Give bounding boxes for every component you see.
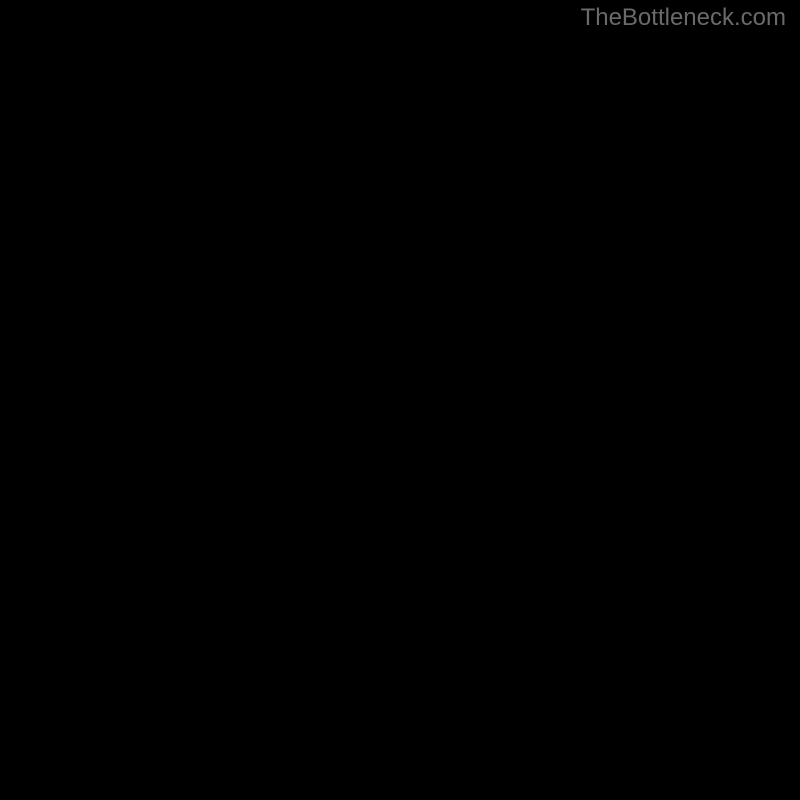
- outer-frame: [0, 0, 800, 800]
- watermark-text: TheBottleneck.com: [581, 4, 786, 32]
